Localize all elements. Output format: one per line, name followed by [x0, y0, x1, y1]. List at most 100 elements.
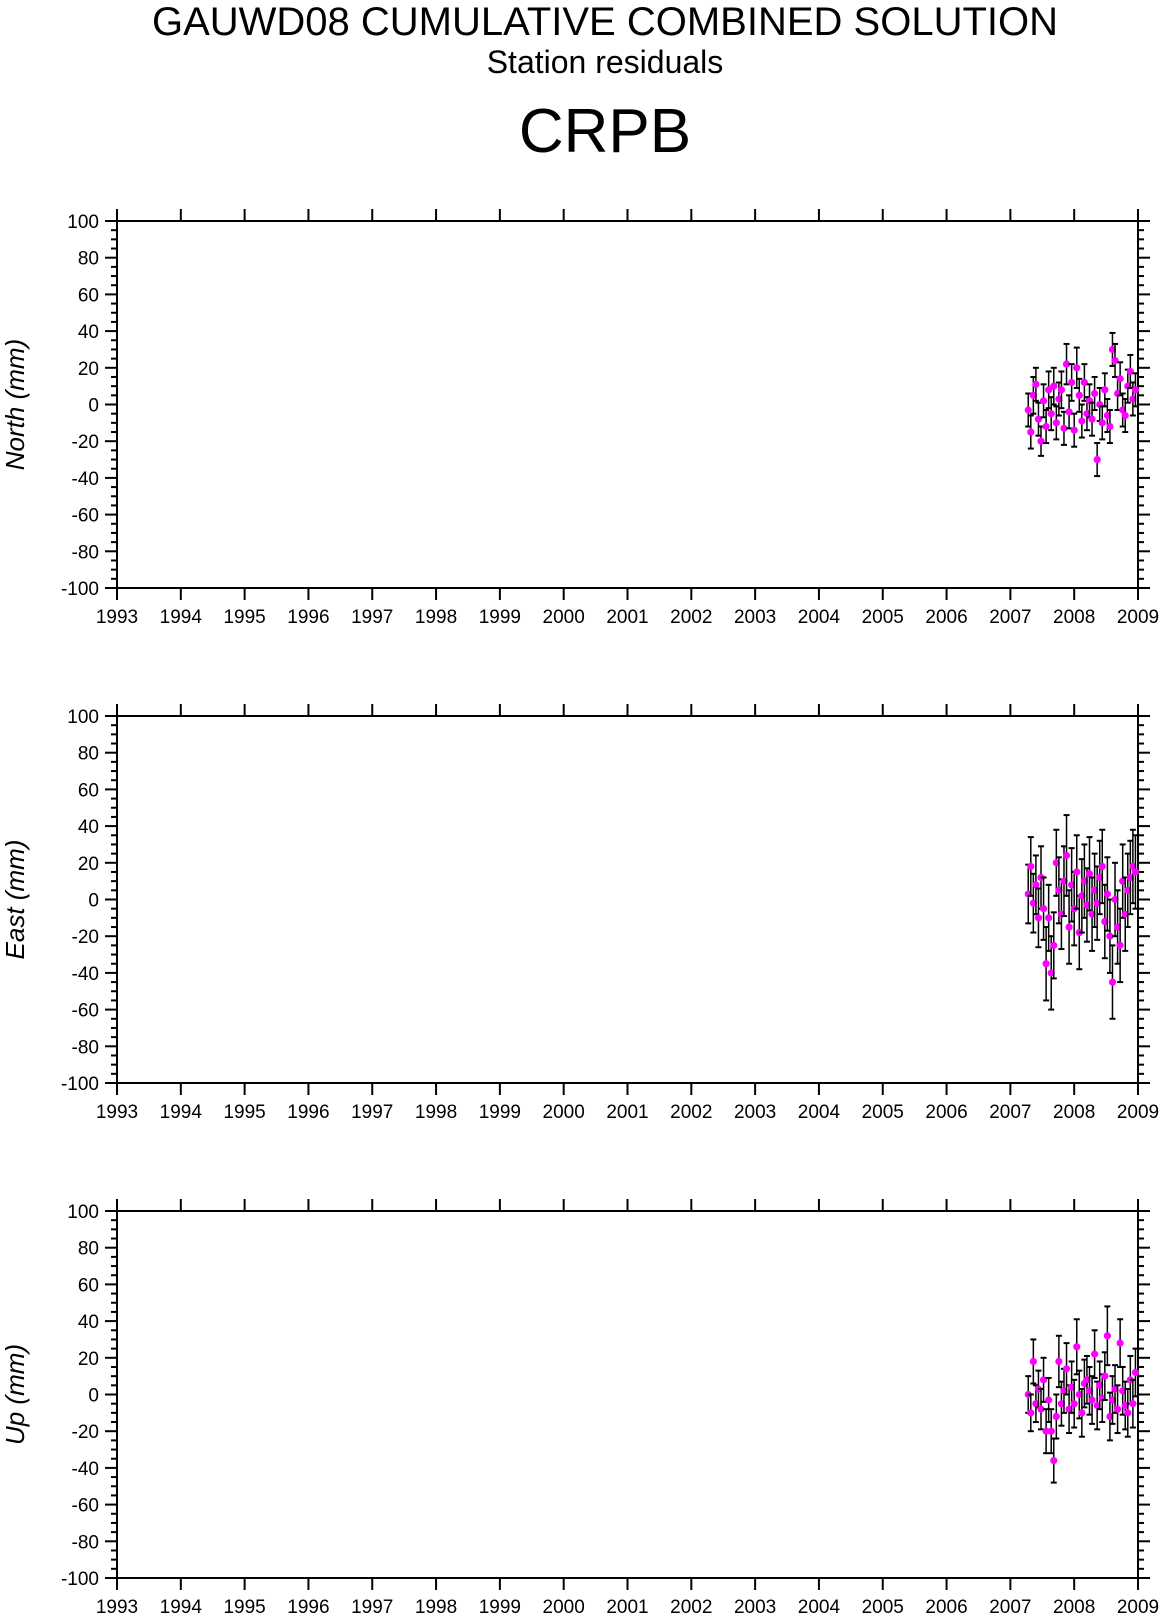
x-tick-label: 2002 — [670, 1597, 712, 1618]
y-tick-label: -100 — [61, 579, 99, 600]
data-point — [1039, 397, 1048, 405]
y-tick-label: 80 — [78, 249, 99, 270]
plot-frame — [116, 1210, 1139, 1579]
y-tick-label: -40 — [72, 964, 99, 985]
data-point — [1065, 1405, 1073, 1413]
data-point — [1124, 1409, 1132, 1417]
x-tick-label: 2002 — [670, 1102, 712, 1123]
y-tick-label: -60 — [72, 506, 99, 527]
x-tick-label: 1995 — [223, 1597, 265, 1618]
x-tick-label: 2008 — [1053, 1102, 1095, 1123]
data-point — [1111, 1385, 1119, 1393]
data-point — [1075, 391, 1083, 399]
x-tick-label: 2008 — [1053, 607, 1095, 628]
y-axis-label: Up (mm) — [0, 1344, 30, 1445]
data-point — [1068, 881, 1076, 889]
data-point — [1034, 914, 1043, 922]
data-point — [1047, 410, 1055, 418]
x-tick-label: 1993 — [96, 1102, 138, 1123]
data-point — [1042, 422, 1050, 431]
data-point — [1045, 386, 1053, 394]
data-point — [1068, 1383, 1076, 1391]
data-point — [1032, 881, 1040, 889]
data-point — [1116, 1339, 1124, 1347]
x-tick-label: 2006 — [925, 607, 967, 628]
y-tick-label: 60 — [78, 780, 99, 801]
x-tick-label: 2003 — [734, 1102, 776, 1123]
data-point — [1098, 419, 1106, 427]
data-point — [1050, 382, 1058, 390]
data-point — [1032, 1400, 1040, 1408]
data-point — [1029, 391, 1037, 399]
data-point — [1060, 424, 1068, 432]
data-point — [1062, 851, 1071, 860]
data-point — [1126, 873, 1134, 882]
data-point — [1055, 1357, 1063, 1366]
x-tick-label: 2007 — [989, 1102, 1031, 1123]
x-tick-label: 1997 — [351, 1102, 393, 1123]
data-point — [1083, 901, 1091, 909]
data-point — [1039, 905, 1048, 913]
y-tick-label: 80 — [78, 744, 99, 765]
data-point — [1124, 886, 1132, 894]
x-tick-label: 2009 — [1117, 1597, 1159, 1618]
data-point — [1098, 862, 1106, 871]
y-axis-label: North (mm) — [0, 339, 30, 470]
data-point — [1101, 1372, 1109, 1380]
data-point — [1027, 428, 1035, 436]
x-tick-label: 2006 — [925, 1102, 967, 1123]
y-tick-label: 100 — [67, 212, 99, 233]
data-point — [1052, 859, 1060, 867]
data-point — [1042, 960, 1050, 968]
data-point — [1057, 1400, 1066, 1408]
y-tick-label: -80 — [72, 1532, 99, 1553]
x-tick-label: 1994 — [160, 1102, 203, 1123]
y-axis-label: East (mm) — [0, 840, 30, 960]
data-point — [1106, 932, 1114, 940]
data-point — [1047, 1427, 1055, 1435]
y-tick-label: -20 — [72, 432, 99, 453]
chart-panel-3: 1993 1994 1995 1996 1997 1998 1999 2000 2001 2002… — [0, 1199, 1159, 1618]
data-point — [1065, 408, 1073, 416]
y-tick-label: 60 — [78, 285, 99, 306]
y-tick-label: -100 — [61, 1569, 99, 1590]
data-point — [1039, 1376, 1048, 1384]
data-point — [1050, 941, 1058, 949]
x-tick-label: 1994 — [160, 1597, 203, 1618]
data-point — [1047, 969, 1055, 977]
data-point — [1121, 910, 1129, 918]
x-tick-label: 2009 — [1117, 607, 1159, 628]
x-tick-label: 2004 — [798, 1102, 841, 1123]
y-tick-label: 20 — [78, 1349, 99, 1370]
x-tick-label: 1999 — [479, 607, 521, 628]
y-tick-label: 40 — [78, 1312, 99, 1333]
data-point — [1045, 1396, 1053, 1404]
data-point — [1073, 364, 1081, 372]
data-point — [1034, 415, 1043, 423]
x-tick-label: 1998 — [415, 1597, 457, 1618]
x-tick-label: 2003 — [734, 607, 776, 628]
data-point — [1121, 1401, 1129, 1410]
x-tick-label: 2009 — [1117, 1102, 1159, 1123]
x-tick-label: 2003 — [734, 1597, 776, 1618]
data-point — [1093, 1401, 1101, 1410]
data-point — [1062, 1365, 1071, 1373]
data-point — [1080, 378, 1088, 387]
y-tick-label: 100 — [67, 707, 99, 728]
plot-frame — [116, 220, 1139, 589]
x-tick-label: 2007 — [989, 1597, 1031, 1618]
data-point — [1088, 415, 1096, 423]
data-point — [1080, 877, 1088, 885]
y-tick-label: 20 — [78, 854, 99, 875]
y-tick-label: -60 — [72, 1001, 99, 1022]
x-tick-label: 2001 — [606, 1102, 648, 1123]
data-point — [1113, 923, 1122, 931]
data-point — [1068, 378, 1076, 387]
station-name: CRPB — [518, 97, 692, 166]
data-point — [1116, 941, 1124, 949]
data-point — [1093, 455, 1101, 464]
data-point — [1042, 1427, 1050, 1435]
data-point — [1050, 1456, 1058, 1465]
data-point — [1113, 1405, 1122, 1413]
